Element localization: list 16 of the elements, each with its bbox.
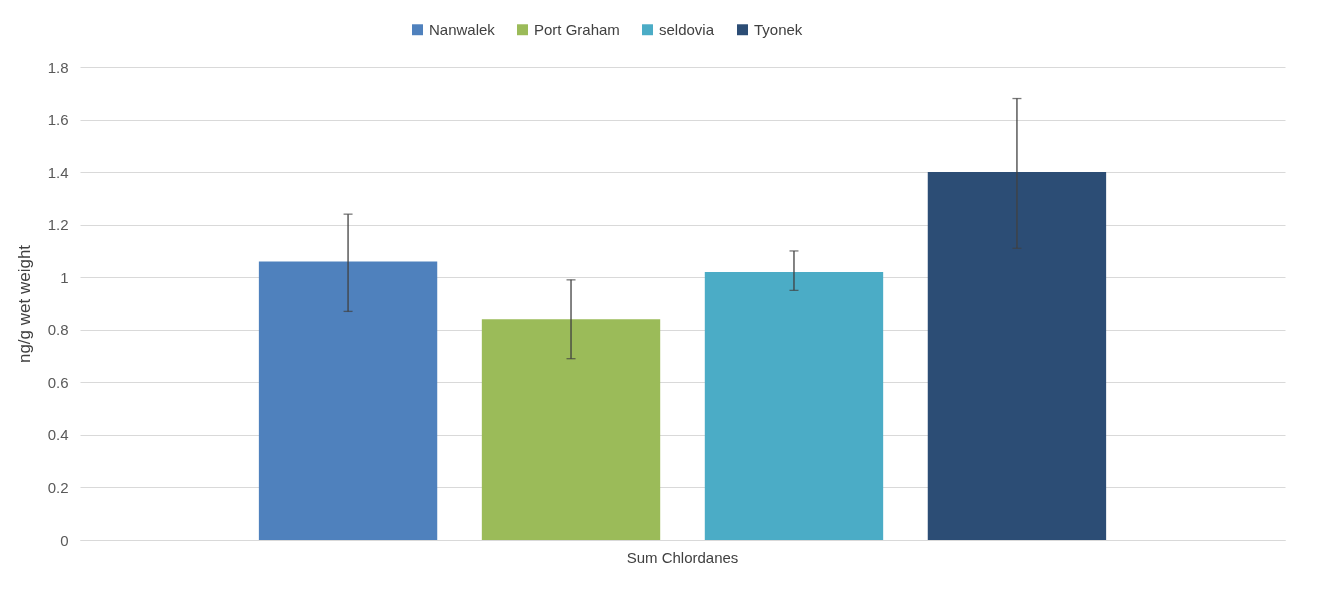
x-tick-label: Sum Chlordanes: [626, 548, 739, 566]
y-tick-label: 1.4: [47, 163, 69, 181]
legend-label: seldovia: [659, 20, 715, 38]
y-tick-label: 0: [60, 531, 69, 549]
y-tick-label: 0.6: [47, 373, 69, 391]
legend-label: Port Graham: [534, 20, 620, 38]
y-tick-label: 1.8: [47, 58, 69, 76]
y-tick-label: 1: [60, 268, 69, 286]
legend-label: Tyonek: [754, 20, 803, 38]
legend-label: Nanwalek: [429, 20, 496, 38]
y-tick-label: 0.4: [47, 426, 69, 444]
y-axis-title: ng/g wet weight: [14, 244, 34, 364]
y-tick-label: 0.8: [47, 321, 69, 339]
y-tick-label: 1.6: [47, 111, 69, 129]
y-tick-label: 0.2: [47, 478, 69, 496]
y-tick-label: 1.2: [47, 216, 69, 234]
